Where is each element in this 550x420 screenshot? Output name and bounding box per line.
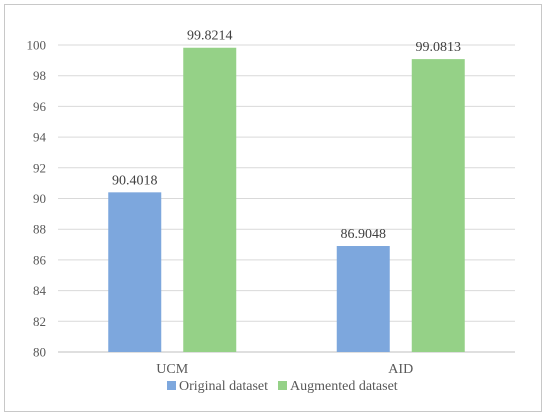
y-tick-label: 100	[27, 38, 47, 53]
data-label: 90.4018	[112, 173, 158, 188]
data-labels: 90.4018 99.8214 86.9048 99.0813	[112, 29, 461, 242]
y-tick-label: 82	[33, 314, 46, 329]
bar-aid-augmented	[411, 59, 465, 352]
data-label: 99.0813	[416, 40, 462, 55]
y-tick-label: 84	[33, 283, 47, 298]
bars	[108, 47, 465, 352]
y-tick-label: 92	[33, 160, 46, 175]
legend: Original dataset Augmented dataset	[167, 379, 398, 394]
x-tick-label: UCM	[156, 362, 188, 377]
y-tick-label: 88	[33, 222, 46, 237]
legend-swatch	[278, 381, 287, 390]
legend-label: Original dataset	[179, 379, 268, 394]
y-tick-label: 90	[33, 191, 46, 206]
data-label: 86.9048	[341, 227, 387, 242]
bar-ucm-original	[108, 192, 162, 352]
bar-aid-original	[336, 246, 390, 352]
legend-label: Augmented dataset	[290, 379, 398, 394]
x-axis: UCM AID	[156, 362, 413, 377]
y-tick-label: 86	[33, 252, 47, 267]
y-tick-label: 80	[33, 345, 46, 360]
y-axis: 80 82 84 86 88 90 92 94 96 98 100	[27, 38, 47, 360]
y-tick-label: 96	[33, 99, 47, 114]
x-tick-label: AID	[388, 362, 413, 377]
bar-ucm-augmented	[183, 47, 237, 352]
y-tick-label: 98	[33, 68, 46, 83]
data-label: 99.8214	[187, 29, 233, 44]
legend-swatch	[167, 381, 176, 390]
y-tick-label: 94	[33, 130, 47, 145]
